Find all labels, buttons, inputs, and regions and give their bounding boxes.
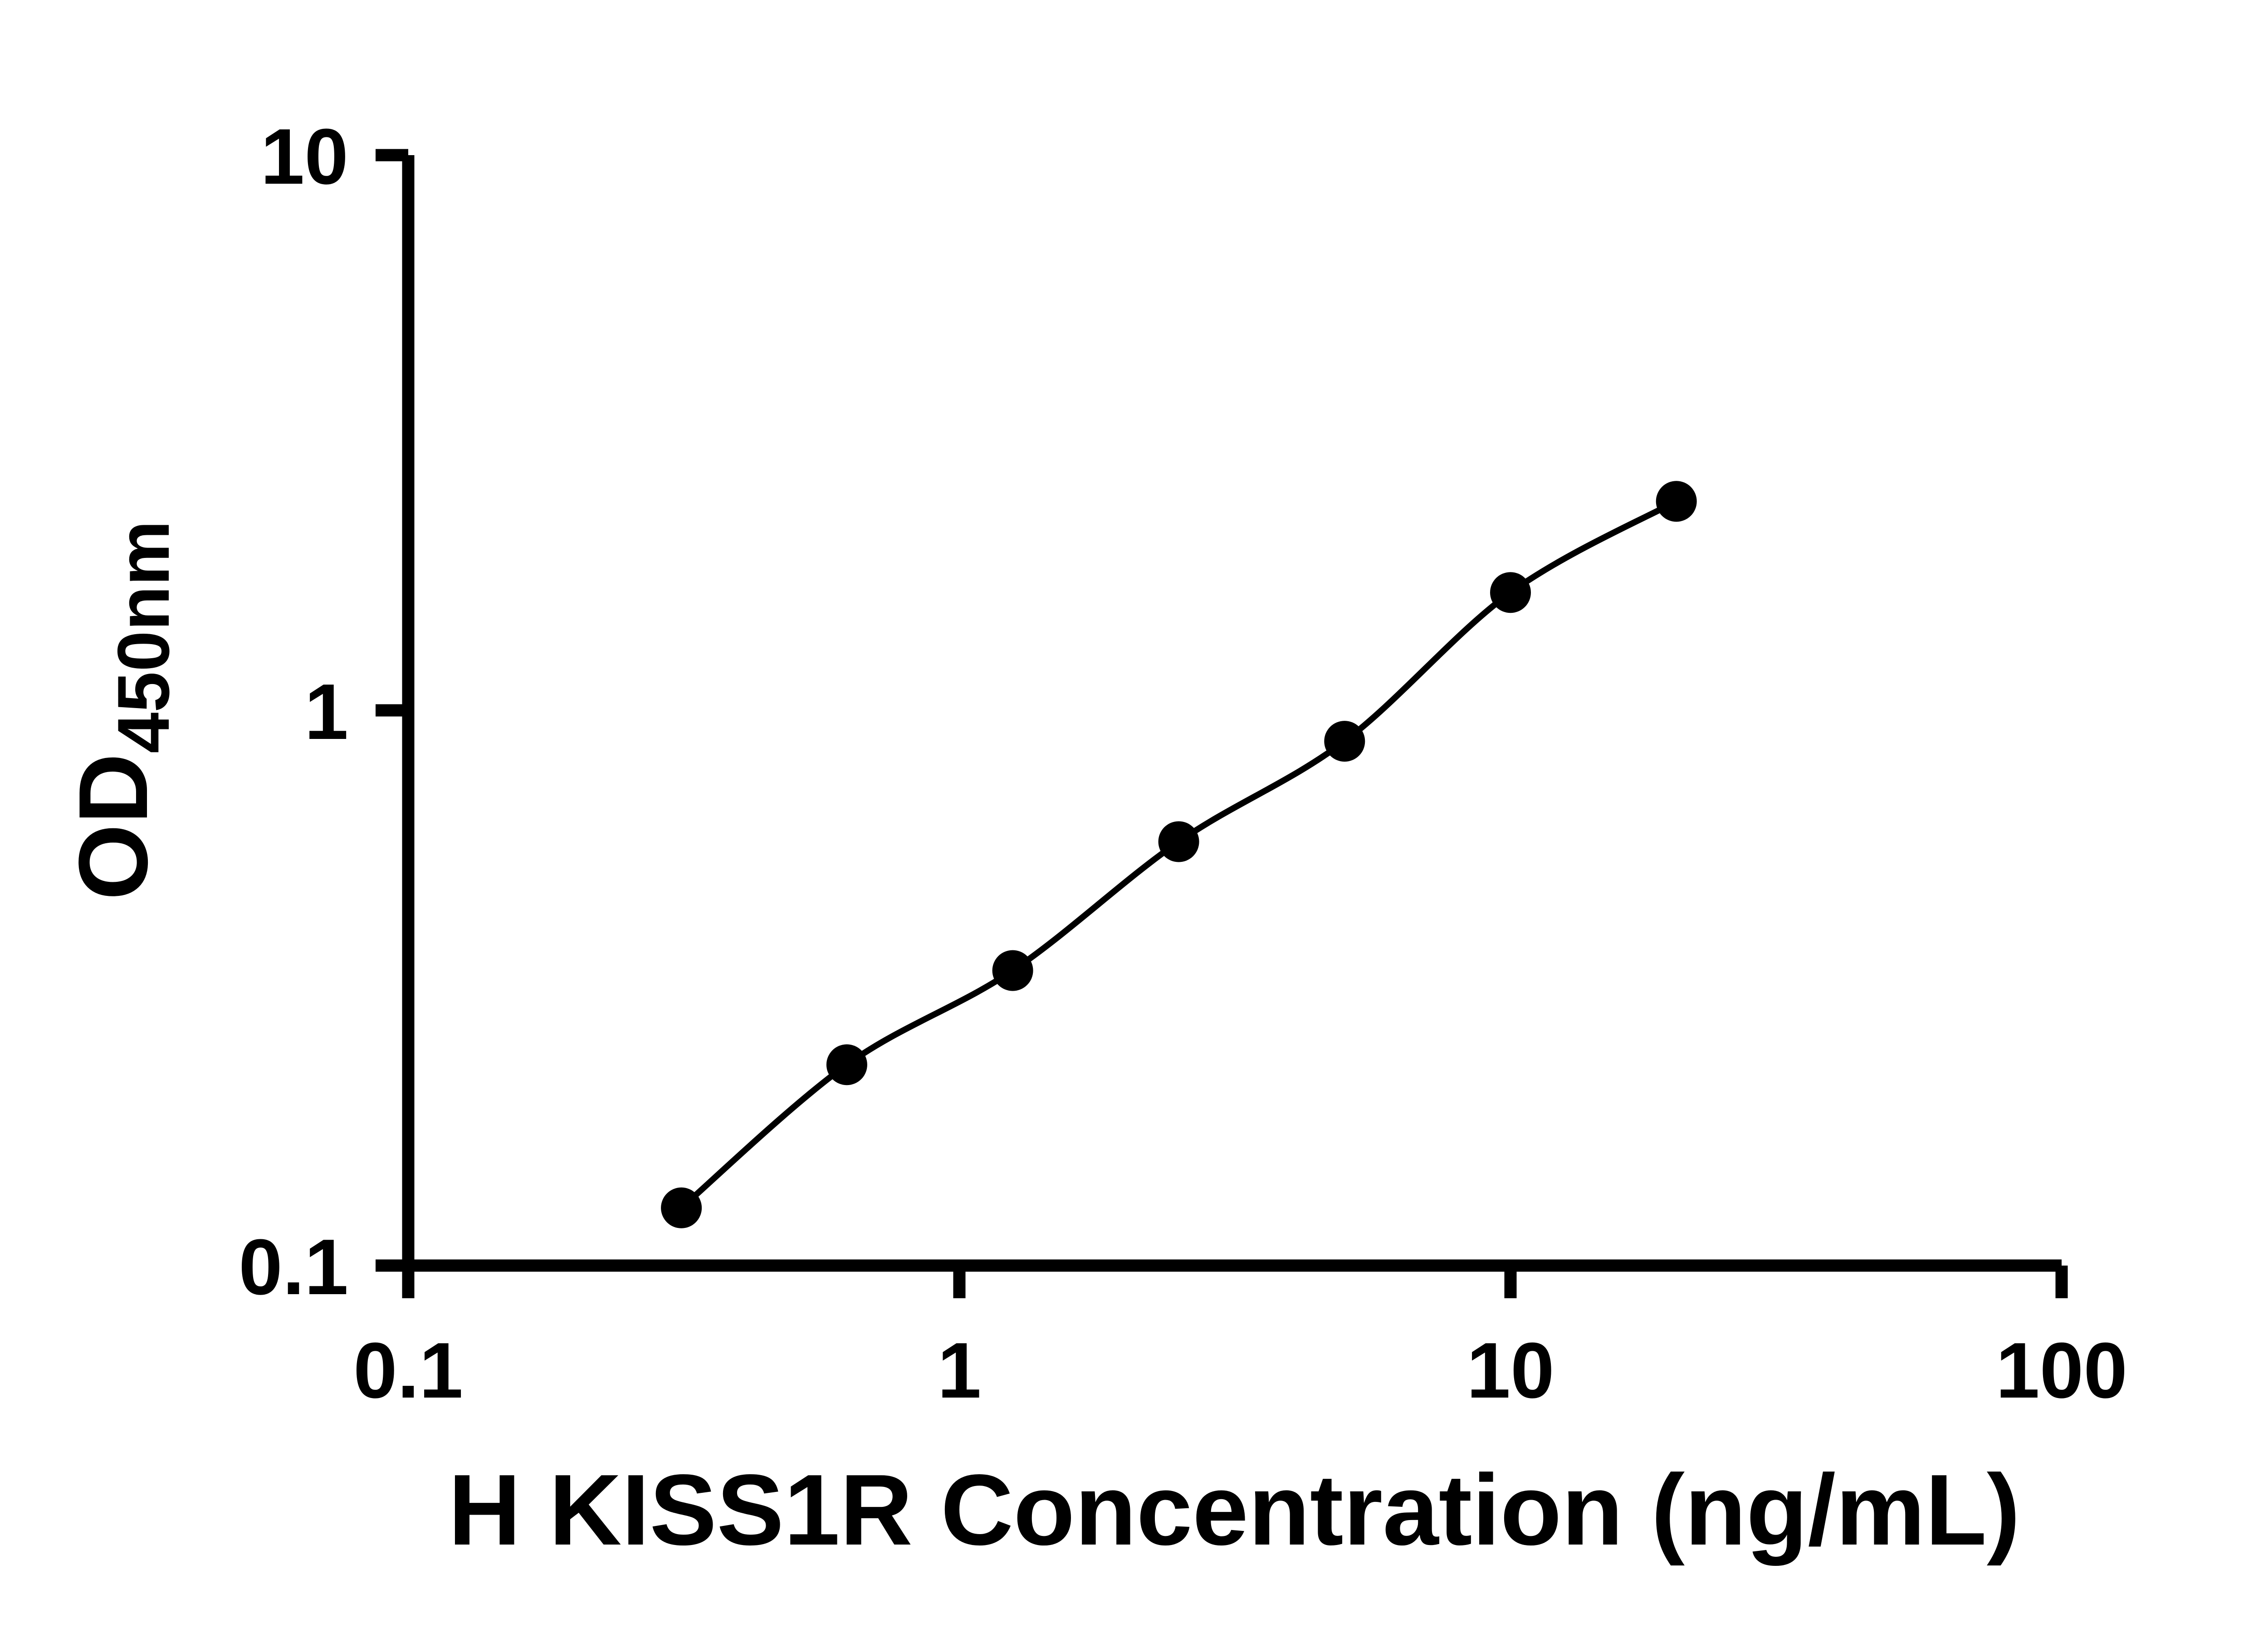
x-tick-label: 10: [1466, 1326, 1554, 1414]
data-point: [1490, 572, 1531, 613]
y-axis-title-subscript: 450nm: [103, 520, 185, 753]
data-point: [1324, 721, 1365, 762]
data-point: [1656, 481, 1697, 522]
y-axis-title: OD450nm: [58, 520, 185, 900]
axis-lines: [402, 155, 2062, 1272]
data-point: [661, 1187, 702, 1228]
y-tick-label: 0.1: [239, 1222, 348, 1311]
x-axis-title: H KISS1R Concentration (ng/mL): [448, 1454, 2020, 1566]
y-tick-label: 10: [260, 112, 348, 200]
x-tick-label: 100: [1996, 1326, 2127, 1414]
y-tick-label: 1: [304, 667, 348, 756]
x-tick-label: 1: [938, 1326, 982, 1414]
y-axis-title-main: OD: [58, 753, 168, 900]
data-point: [826, 1044, 867, 1085]
plot-area: 0.1 1 10 100 0.1 1 10: [239, 112, 2127, 1414]
x-tick-label: 0.1: [353, 1326, 463, 1414]
data-point: [992, 950, 1033, 991]
data-point: [1158, 821, 1199, 862]
